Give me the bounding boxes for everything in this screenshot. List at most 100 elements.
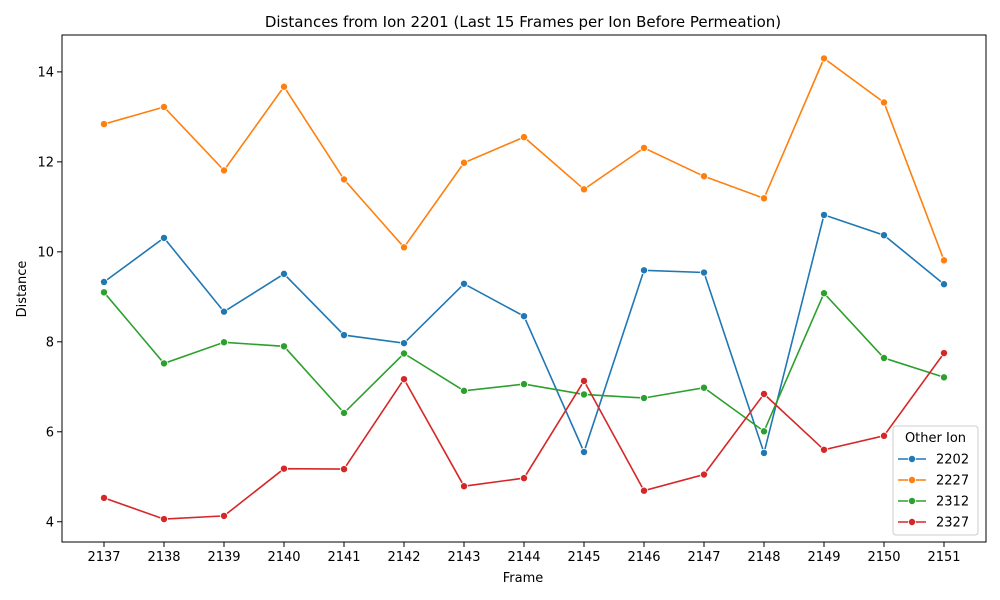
data-point [219,307,228,316]
data-point [399,375,408,384]
data-point [700,268,709,277]
data-point [580,376,589,385]
data-point [880,98,889,107]
legend-item: 2227 [898,474,969,489]
x-tick-label: 2148 [747,550,780,565]
data-point [219,338,228,347]
data-point [100,288,109,297]
legend-item: 2202 [898,453,969,468]
x-axis-label: Frame [503,571,544,586]
data-point [820,210,829,219]
x-tick-label: 2138 [147,550,180,565]
x-tick-label: 2147 [687,550,720,565]
legend-marker [908,475,917,484]
data-point [399,339,408,348]
series-2202 [100,210,949,457]
legend-label: 2227 [936,474,969,489]
y-axis: 4 6 8 10 12 14 [37,65,62,530]
data-point [700,470,709,479]
legend-item: 2312 [898,495,969,510]
data-point [700,172,709,181]
chart-title: Distances from Ion 2201 (Last 15 Frames … [265,13,781,31]
data-point [520,312,529,321]
legend-label: 2312 [936,495,969,510]
series-line [103,213,945,456]
data-point [880,431,889,440]
data-point [219,166,228,175]
data-point [760,448,769,457]
data-point [219,511,228,520]
data-point [459,386,468,395]
data-point [940,256,949,265]
data-point [640,143,649,152]
x-tick-label: 2140 [267,550,300,565]
series-2312 [100,288,949,436]
x-tick-label: 2145 [567,550,600,565]
series-2227 [100,54,949,265]
data-point [640,486,649,495]
x-tick-label: 2141 [327,550,360,565]
legend-label: 2202 [936,453,969,468]
plot-area [100,54,949,524]
legend-item: 2327 [898,516,969,531]
series-line [103,352,945,520]
x-axis: 2137 2138 2139 2140 2141 2142 2143 2144 2145 2146… [87,542,961,565]
data-point [339,408,348,417]
x-tick-label: 2150 [867,550,900,565]
y-tick-label: 12 [37,155,54,170]
data-point [580,448,589,457]
y-tick-label: 10 [37,245,54,260]
legend-marker [908,454,917,463]
y-tick-label: 4 [46,515,54,530]
legend-box [892,425,979,536]
data-point [279,464,288,473]
data-point [339,465,348,474]
data-point [100,493,109,502]
legend-marker [908,496,917,505]
data-point [279,342,288,351]
x-tick-label: 2146 [627,550,660,565]
legend: Other Ion 2202 2227 2312 2327 [892,425,979,536]
data-point [760,389,769,398]
data-point [940,280,949,289]
x-tick-label: 2137 [87,550,120,565]
x-tick-label: 2151 [927,550,960,565]
x-tick-label: 2144 [507,550,540,565]
data-point [580,390,589,399]
data-point [880,354,889,363]
data-point [159,359,168,368]
data-point [279,82,288,91]
y-tick-label: 8 [46,335,54,350]
x-tick-label: 2139 [207,550,240,565]
data-point [580,185,589,194]
data-point [820,54,829,63]
data-point [760,194,769,203]
data-point [880,231,889,240]
data-point [399,243,408,252]
data-point [399,349,408,358]
data-point [159,102,168,111]
y-tick-label: 6 [46,425,54,440]
legend-title: Other Ion [905,431,966,446]
data-point [520,133,529,142]
data-point [339,331,348,340]
axes-frame [61,34,987,543]
data-point [100,277,109,286]
data-point [459,482,468,491]
data-point [520,474,529,483]
series-line [103,57,945,261]
data-point [279,269,288,278]
legend-marker [908,518,917,527]
x-tick-label: 2143 [447,550,480,565]
x-tick-label: 2142 [387,550,420,565]
data-point [459,279,468,288]
data-point [640,394,649,403]
data-point [520,380,529,389]
data-point [760,427,769,436]
x-tick-label: 2149 [807,550,840,565]
series-2327 [100,349,949,524]
data-point [640,266,649,275]
data-point [339,175,348,184]
data-point [700,383,709,392]
